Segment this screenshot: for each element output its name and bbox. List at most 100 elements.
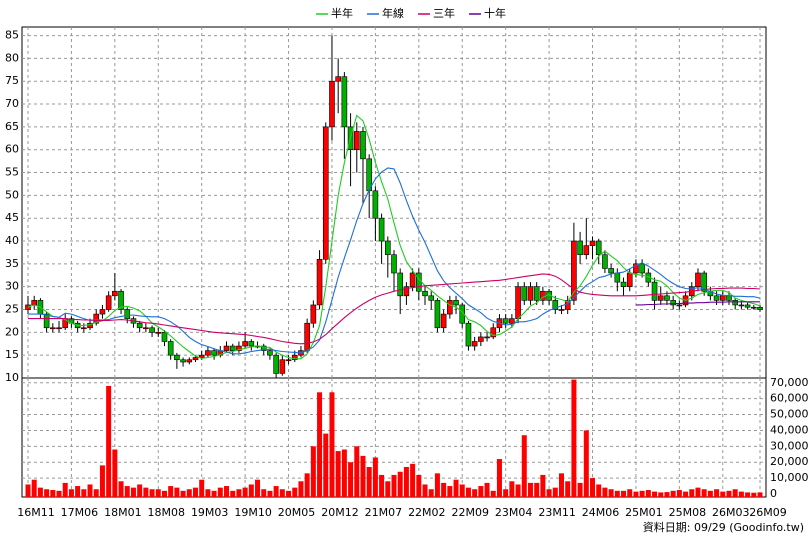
y-tick-label: 10 xyxy=(5,371,19,384)
legend-label: 半年 xyxy=(331,6,353,20)
ma-line xyxy=(28,167,761,355)
volume-bar xyxy=(385,481,391,497)
volume-bar xyxy=(726,490,732,497)
volume-bar xyxy=(81,489,87,497)
y-tick-label: 70 xyxy=(5,97,19,110)
candle-body xyxy=(273,354,279,374)
volume-bar xyxy=(372,457,378,497)
volume-bar xyxy=(317,392,323,497)
x-tick-label: 26M03 xyxy=(712,506,750,519)
volume-bar xyxy=(416,474,422,497)
candle-body xyxy=(651,281,658,301)
volume-bar xyxy=(273,486,279,497)
volume-bar xyxy=(627,489,633,497)
candle-body xyxy=(750,306,757,309)
volume-bar xyxy=(56,490,62,497)
candle-body xyxy=(738,304,745,307)
y-tick-label: 80 xyxy=(5,51,19,64)
volume-bar xyxy=(242,487,248,497)
candle-body xyxy=(136,322,143,329)
volume-bar xyxy=(732,489,738,497)
volume-bar xyxy=(689,489,695,497)
candle-body xyxy=(198,354,205,358)
candle-body xyxy=(608,268,614,274)
volume-bar xyxy=(341,449,347,497)
volume-bar xyxy=(583,430,589,497)
volume-bar xyxy=(143,487,149,497)
candle-body xyxy=(260,345,267,351)
x-tick-label: 18M08 xyxy=(148,506,186,519)
volume-bar xyxy=(751,492,757,497)
candle-body xyxy=(105,295,112,310)
volume-bar xyxy=(168,486,174,497)
candle-body xyxy=(695,272,701,287)
candle-body xyxy=(732,300,738,306)
ma-line xyxy=(635,301,760,306)
x-tick-label: 20M12 xyxy=(321,506,359,519)
volume-bar xyxy=(540,474,546,497)
candle-body xyxy=(242,341,248,347)
candle-body xyxy=(391,254,397,274)
volume-bar xyxy=(521,435,527,497)
y-tick-label: 65 xyxy=(5,120,19,133)
candle-body xyxy=(471,341,478,347)
volume-bar xyxy=(403,466,409,497)
y2-tick-label: 30,000 xyxy=(770,439,808,452)
volume-bar xyxy=(490,490,496,497)
volume-bar xyxy=(683,491,689,497)
volume-bar xyxy=(192,487,198,497)
volume-bar xyxy=(261,489,267,497)
volume-bar xyxy=(633,491,639,497)
candle-body xyxy=(440,313,447,329)
candle-body xyxy=(310,304,317,324)
volume-bar xyxy=(676,490,682,497)
x-tick-label: 23M04 xyxy=(495,506,533,519)
candle-body xyxy=(99,309,106,315)
volume-bar xyxy=(199,479,205,497)
footer: 資料日期: 09/29 (Goodinfo.tw) xyxy=(643,520,804,534)
y2-tick-label: 0 xyxy=(770,487,777,500)
volume-bar xyxy=(130,487,136,497)
candle-body xyxy=(174,354,180,361)
x-tick-label: 25M08 xyxy=(669,506,707,519)
volume-bar xyxy=(441,482,447,497)
candle-body xyxy=(502,318,509,324)
candle-body xyxy=(577,240,583,256)
volume-bar xyxy=(323,433,329,497)
y-tick-label: 40 xyxy=(5,234,19,247)
candle-body xyxy=(639,263,645,274)
y2-tick-label: 20,000 xyxy=(770,455,808,468)
y-tick-label: 55 xyxy=(5,166,19,179)
volume-bar xyxy=(652,491,658,497)
volume-bar xyxy=(447,486,453,497)
volume-bar xyxy=(298,481,304,497)
candle-body xyxy=(633,263,639,274)
candle-body xyxy=(484,336,490,339)
x-tick-label: 19M03 xyxy=(191,506,229,519)
volume-bar xyxy=(379,474,385,497)
volume-bar xyxy=(106,385,112,497)
volume-bar xyxy=(534,482,540,497)
candle-body xyxy=(25,304,31,310)
volume-bar xyxy=(596,484,602,497)
y-tick-label: 75 xyxy=(5,74,19,87)
candle-body xyxy=(161,332,168,342)
volume-bar xyxy=(484,482,490,497)
candle-body xyxy=(341,76,348,128)
candle-body xyxy=(353,131,360,151)
volume-bar xyxy=(422,484,428,497)
volume-bar xyxy=(149,489,155,497)
volume-bar xyxy=(360,455,366,497)
candle-body xyxy=(571,240,577,301)
volume-bar xyxy=(701,489,707,497)
volume-bar xyxy=(37,487,43,497)
candle-body xyxy=(384,240,391,256)
volume-bar xyxy=(329,392,335,497)
y-tick-label: 25 xyxy=(5,303,19,316)
volume-bar xyxy=(99,465,105,497)
volume-bar xyxy=(639,490,645,497)
volume-bar xyxy=(87,484,93,497)
volume-bar xyxy=(366,466,372,497)
candle-body xyxy=(428,295,435,301)
